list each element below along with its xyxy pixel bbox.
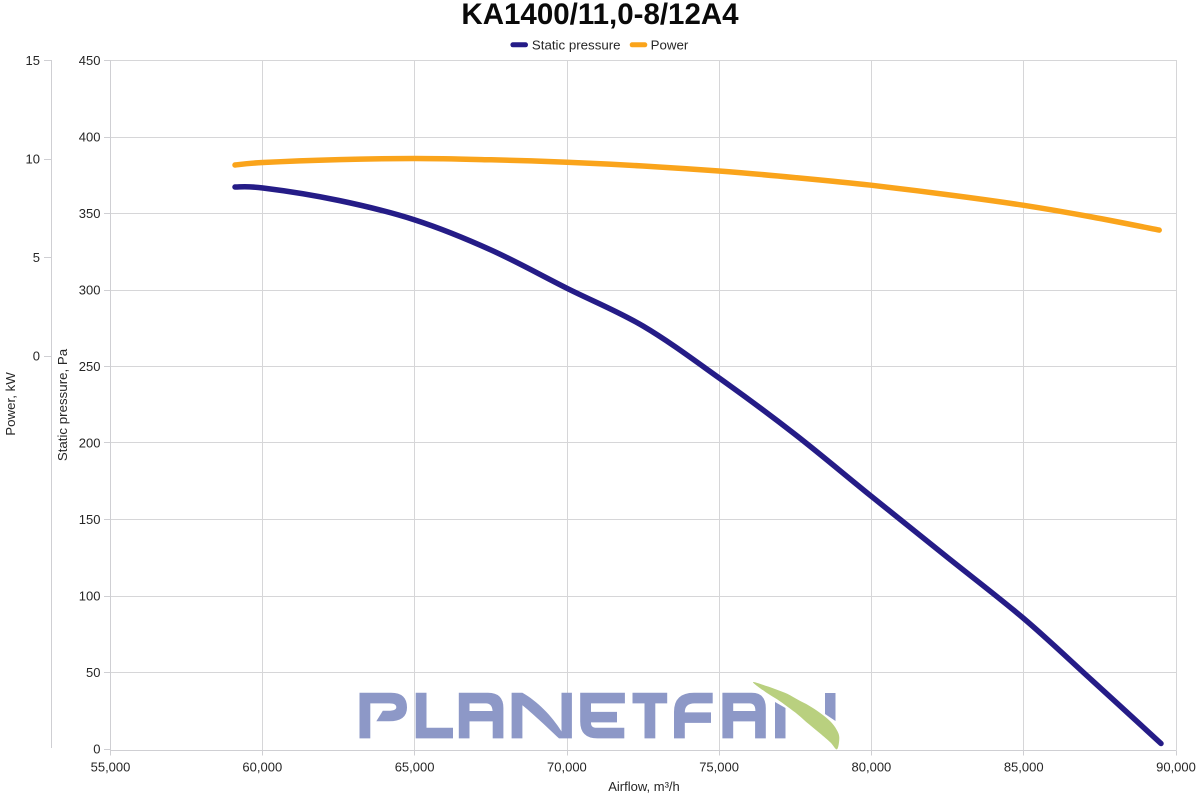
- svg-text:90,000: 90,000: [1156, 760, 1196, 775]
- svg-text:5: 5: [33, 250, 40, 265]
- svg-text:80,000: 80,000: [852, 760, 892, 775]
- svg-text:70,000: 70,000: [547, 760, 587, 775]
- svg-text:15: 15: [26, 53, 40, 68]
- svg-text:85,000: 85,000: [1004, 760, 1044, 775]
- svg-text:100: 100: [79, 589, 101, 604]
- svg-text:Airflow, m³/h: Airflow, m³/h: [608, 779, 680, 794]
- svg-text:450: 450: [79, 53, 101, 68]
- svg-text:Static pressure, Pa: Static pressure, Pa: [55, 348, 70, 461]
- svg-text:0: 0: [33, 349, 40, 364]
- svg-text:55,000: 55,000: [91, 760, 131, 775]
- svg-text:Static pressure: Static pressure: [532, 38, 621, 53]
- svg-text:10: 10: [26, 152, 40, 167]
- svg-text:75,000: 75,000: [699, 760, 739, 775]
- svg-text:300: 300: [79, 283, 101, 298]
- svg-text:350: 350: [79, 206, 101, 221]
- svg-text:KA1400/11,0-8/12A4: KA1400/11,0-8/12A4: [461, 0, 739, 31]
- svg-text:Power: Power: [651, 38, 689, 53]
- svg-text:150: 150: [79, 512, 101, 527]
- svg-text:60,000: 60,000: [242, 760, 282, 775]
- svg-text:400: 400: [79, 130, 101, 145]
- svg-text:65,000: 65,000: [395, 760, 435, 775]
- svg-text:0: 0: [93, 742, 100, 757]
- svg-text:Power, kW: Power, kW: [3, 372, 18, 436]
- svg-text:200: 200: [79, 436, 101, 451]
- svg-text:250: 250: [79, 359, 101, 374]
- svg-text:50: 50: [86, 665, 100, 680]
